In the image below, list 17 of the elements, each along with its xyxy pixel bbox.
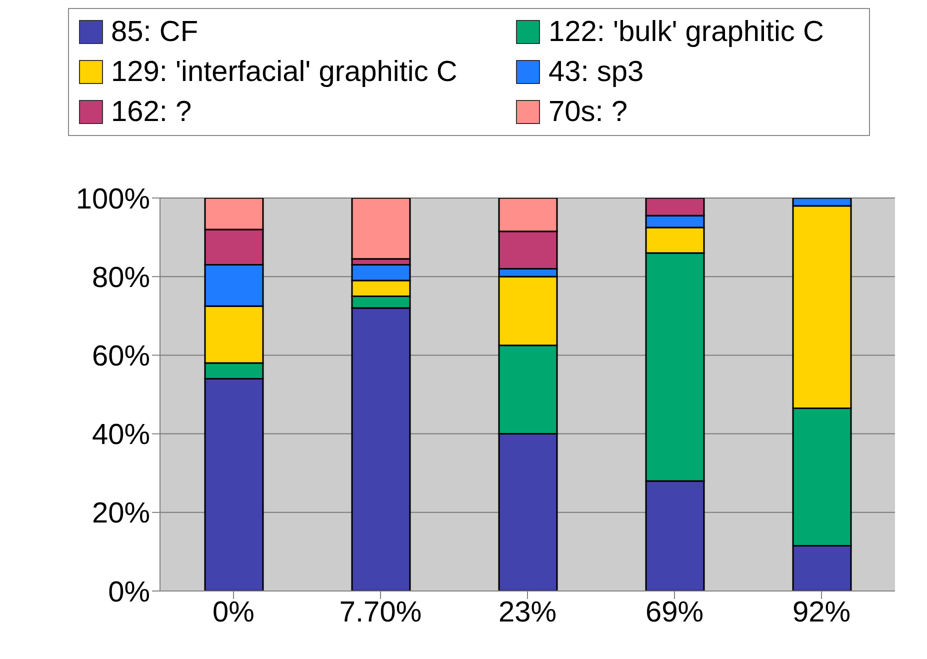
y-tick-label: 40% [92, 419, 150, 452]
x-tick-label: 0% [212, 596, 254, 629]
legend-label: 129: 'interfacial' graphitic C [111, 55, 458, 89]
x-tick-label: 92% [792, 596, 851, 629]
y-tick-label: 0% [108, 576, 150, 608]
x-tick-label: 69% [645, 596, 704, 629]
legend-label: 70s: ? [548, 95, 628, 129]
y-tick-label: 20% [92, 498, 150, 530]
x-tick-label: 23% [498, 596, 557, 629]
x-tick-label: 7.70% [339, 596, 422, 629]
legend-label: 43: sp3 [548, 55, 644, 89]
y-tick-label: 60% [92, 340, 150, 372]
legend-label: 85: CF [111, 15, 198, 49]
legend-label: 162: ? [111, 95, 192, 129]
y-tick-label: 100% [76, 183, 150, 216]
y-tick-label: 80% [92, 262, 150, 294]
legend-label: 122: 'bulk' graphitic C [548, 15, 824, 49]
